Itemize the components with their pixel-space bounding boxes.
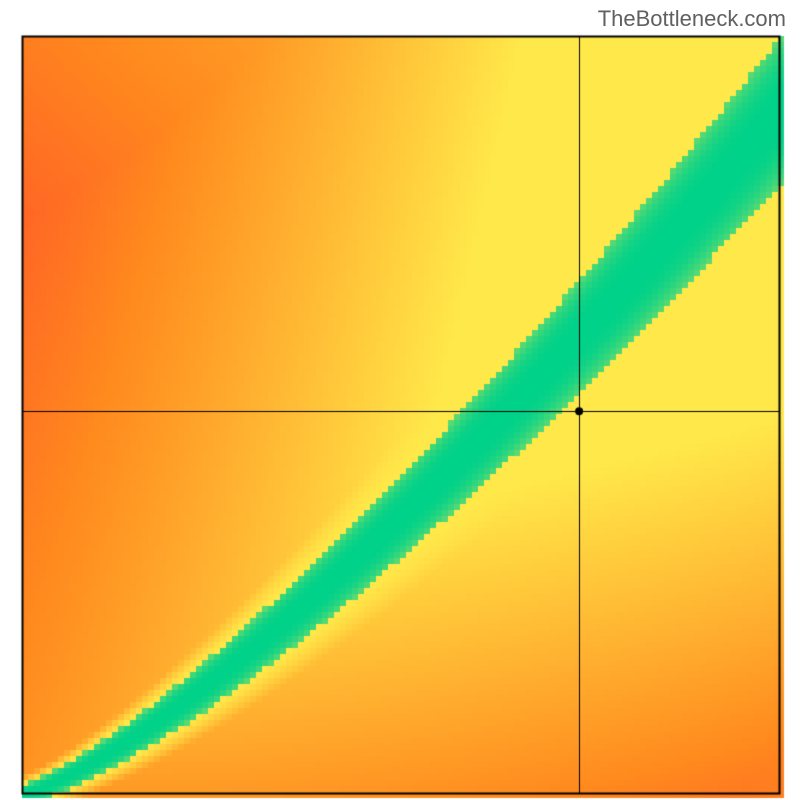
- watermark-label: TheBottleneck.com: [598, 6, 786, 32]
- chart-container: TheBottleneck.com: [0, 0, 800, 800]
- bottleneck-heatmap: [0, 0, 800, 800]
